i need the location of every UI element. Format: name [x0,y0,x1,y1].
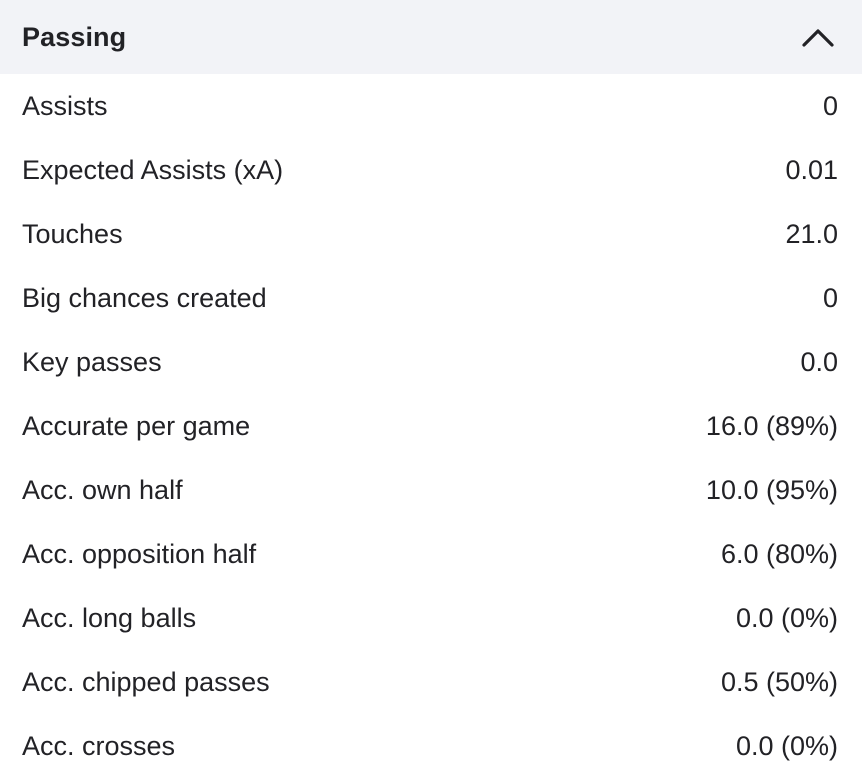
stat-value: 0.5 (50%) [720,666,838,697]
stats-list: Assists 0 Expected Assists (xA) 0.01 Tou… [0,74,862,778]
stat-label: Acc. opposition half [22,538,257,569]
stat-value: 0 [822,282,838,313]
stat-value: 0 [822,90,838,121]
stat-value: 0.01 [785,154,838,185]
stat-value: 0.0 (0%) [735,602,838,633]
stat-row: Acc. crosses 0.0 (0%) [0,714,862,778]
stat-value: 0.0 (0%) [735,730,838,761]
stat-row: Accurate per game 16.0 (89%) [0,394,862,458]
stat-value: 10.0 (95%) [705,474,838,505]
stat-row: Acc. chipped passes 0.5 (50%) [0,650,862,714]
stat-label: Expected Assists (xA) [22,154,284,185]
stat-value: 6.0 (80%) [720,538,838,569]
section-header[interactable]: Passing [0,0,862,74]
stat-label: Acc. long balls [22,602,197,633]
stat-row: Big chances created 0 [0,266,862,330]
stat-value: 21.0 [785,218,838,249]
stat-row: Acc. opposition half 6.0 (80%) [0,522,862,586]
chevron-up-icon [801,26,835,48]
section-title: Passing [22,21,127,52]
stat-row: Expected Assists (xA) 0.01 [0,138,862,202]
stat-label: Acc. own half [22,474,183,505]
stat-label: Big chances created [22,282,267,313]
stat-label: Key passes [22,346,162,377]
collapse-button[interactable] [798,17,838,57]
stat-row: Touches 21.0 [0,202,862,266]
stat-row: Key passes 0.0 [0,330,862,394]
stat-label: Touches [22,218,123,249]
stat-row: Acc. own half 10.0 (95%) [0,458,862,522]
stat-row: Assists 0 [0,74,862,138]
stat-label: Acc. crosses [22,730,176,761]
stat-label: Assists [22,90,108,121]
stat-row: Acc. long balls 0.0 (0%) [0,586,862,650]
stat-label: Acc. chipped passes [22,666,270,697]
stat-label: Accurate per game [22,410,251,441]
stat-value: 16.0 (89%) [705,410,838,441]
stat-value: 0.0 [800,346,838,377]
